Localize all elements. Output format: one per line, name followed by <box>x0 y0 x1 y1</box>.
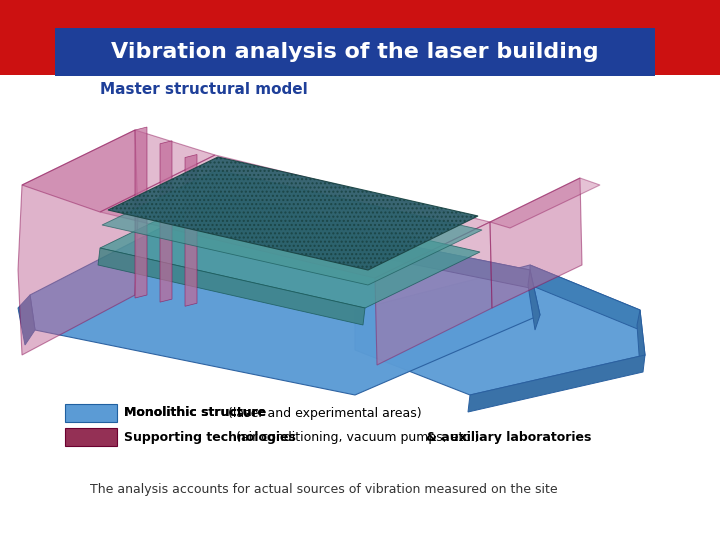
Polygon shape <box>108 157 478 270</box>
FancyBboxPatch shape <box>55 28 655 76</box>
FancyBboxPatch shape <box>65 428 117 446</box>
Polygon shape <box>528 270 540 330</box>
Polygon shape <box>102 170 482 285</box>
Polygon shape <box>530 265 640 330</box>
Polygon shape <box>98 248 365 325</box>
Polygon shape <box>490 178 600 228</box>
Polygon shape <box>160 141 172 302</box>
Text: (laser and experimental areas): (laser and experimental areas) <box>224 407 422 420</box>
Text: The analysis accounts for actual sources of vibration measured on the site: The analysis accounts for actual sources… <box>90 483 557 496</box>
Polygon shape <box>100 192 480 308</box>
Polygon shape <box>18 295 35 345</box>
Polygon shape <box>135 127 147 298</box>
Polygon shape <box>637 310 645 368</box>
Text: Monolithic structure (laser and experimental areas): Monolithic structure (laser and experime… <box>124 407 488 420</box>
Text: Master structural model: Master structural model <box>100 83 307 98</box>
Polygon shape <box>22 130 215 212</box>
Polygon shape <box>185 154 197 306</box>
Polygon shape <box>30 205 540 395</box>
Polygon shape <box>18 130 138 355</box>
Polygon shape <box>375 222 492 365</box>
Polygon shape <box>468 355 645 412</box>
Text: Monolithic structure: Monolithic structure <box>124 407 266 420</box>
Polygon shape <box>490 178 582 308</box>
FancyBboxPatch shape <box>0 0 720 75</box>
Text: (air conditioning, vacuum pumps, etc.): (air conditioning, vacuum pumps, etc.) <box>232 430 483 443</box>
Polygon shape <box>355 265 645 395</box>
Polygon shape <box>205 205 530 288</box>
Text: & auxiliary laboratories: & auxiliary laboratories <box>426 430 591 443</box>
Text: Monolithic structure: Monolithic structure <box>124 407 266 420</box>
Polygon shape <box>100 155 490 278</box>
Text: Vibration analysis of the laser building: Vibration analysis of the laser building <box>111 42 599 62</box>
Text: Supporting technologies: Supporting technologies <box>124 430 296 443</box>
FancyBboxPatch shape <box>65 404 117 422</box>
